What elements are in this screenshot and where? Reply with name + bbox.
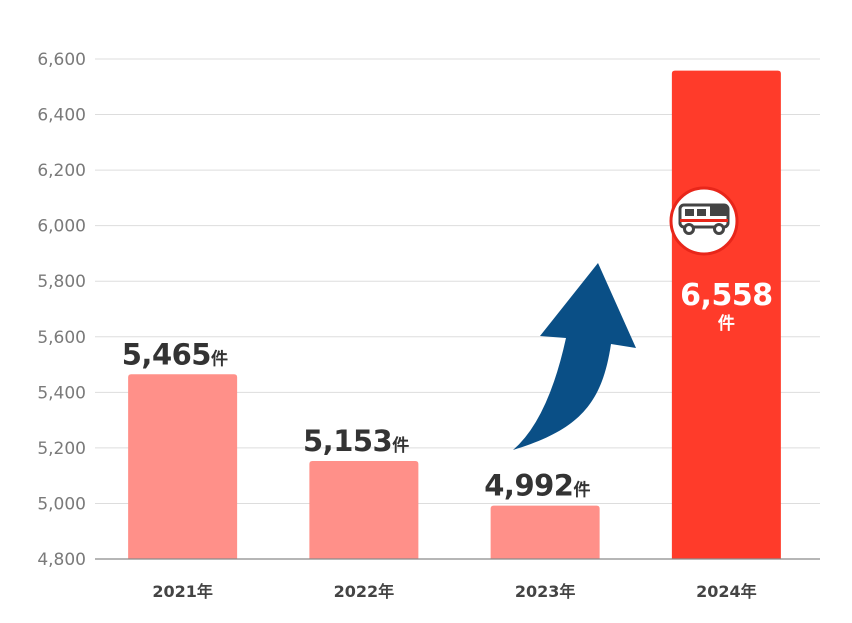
- data-label-unit: 件: [392, 435, 409, 456]
- bars: [128, 70, 781, 560]
- x-axis-tick-labels: 2021年 2022年 2023年 2024年: [152, 582, 756, 601]
- data-label-unit: 件: [211, 348, 228, 369]
- data-label: 5,153件: [303, 424, 409, 458]
- data-label: 4,992件: [484, 469, 590, 503]
- y-axis-tick-labels: 4,800 5,000 5,200 5,400 5,600 5,800 6,000 6,200…: [37, 50, 86, 570]
- y-tick-label: 6,200: [37, 161, 86, 181]
- y-tick-label: 4,800: [37, 550, 86, 570]
- y-tick-label: 6,600: [37, 50, 86, 70]
- y-tick-label: 5,600: [37, 328, 86, 348]
- highlight-annotation: [669, 186, 739, 256]
- data-label: 5,465件: [122, 337, 228, 371]
- ambulance-icon: [669, 186, 739, 256]
- y-tick-label: 5,200: [37, 439, 86, 459]
- data-label-unit: 件: [573, 480, 590, 501]
- bar: [128, 374, 238, 559]
- x-tick-label: 2024年: [696, 582, 757, 601]
- y-tick-label: 5,800: [37, 272, 86, 292]
- y-tick-label: 5,400: [37, 383, 86, 403]
- data-label-unit: 件: [718, 313, 735, 334]
- y-tick-label: 6,400: [37, 106, 86, 126]
- data-label-highlight: 6,558: [680, 278, 772, 313]
- bar: [490, 505, 600, 559]
- growth-arrow-icon: [513, 263, 636, 450]
- y-tick-label: 5,000: [37, 494, 86, 514]
- y-tick-label: 6,000: [37, 217, 86, 237]
- x-tick-label: 2021年: [152, 582, 213, 601]
- x-tick-label: 2022年: [334, 582, 395, 601]
- bar: [309, 460, 419, 559]
- x-tick-label: 2023年: [515, 582, 576, 601]
